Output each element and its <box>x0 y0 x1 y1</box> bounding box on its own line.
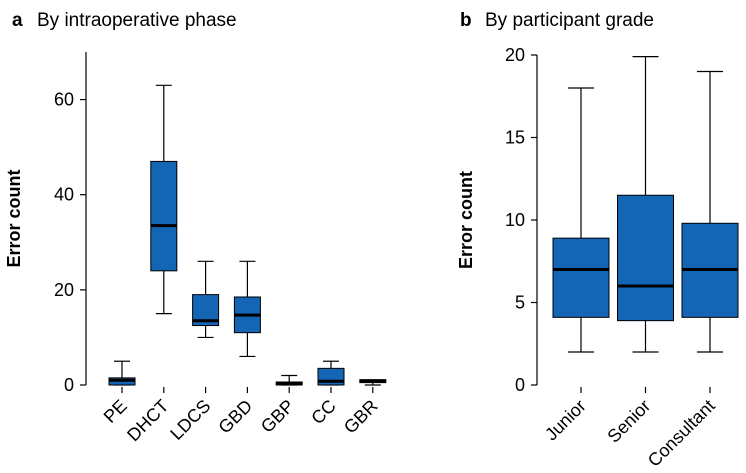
x-tick-label-dhct: DHCT <box>123 396 172 445</box>
x-tick-label-ldcs: LDCS <box>166 396 214 444</box>
panel-b-title: By participant grade <box>485 10 654 31</box>
y-tick-label: 0 <box>64 375 74 395</box>
y-tick-label: 15 <box>505 128 525 148</box>
y-tick-label: 60 <box>54 90 74 110</box>
y-tick-label: 0 <box>515 375 525 395</box>
x-tick-label-junior: Junior <box>541 396 590 445</box>
x-tick-label-gbd: GBD <box>214 396 256 438</box>
panel-a-title: By intraoperative phase <box>37 10 237 31</box>
panel-b-letter: b <box>460 10 472 31</box>
y-axis-title: Error count <box>4 169 24 267</box>
y-tick-label: 10 <box>505 210 525 230</box>
y-tick-label: 5 <box>515 293 525 313</box>
y-tick-label: 20 <box>54 280 74 300</box>
x-tick-label-consultant: Consultant <box>644 396 719 471</box>
panel-a-letter: a <box>12 10 23 31</box>
x-tick-label-cc: CC <box>307 396 340 429</box>
x-tick-label-gbp: GBP <box>257 396 298 437</box>
x-tick-label-gbr: GBR <box>340 396 382 438</box>
box-senior <box>617 194 674 322</box>
x-tick-label-senior: Senior <box>603 396 654 447</box>
y-axis-title: Error count <box>456 171 476 269</box>
panel-b-plot: 0 5 10 15 20 Error count Junior SeniorConsultan… <box>456 45 739 471</box>
box-junior <box>552 237 610 318</box>
y-tick-label: 20 <box>505 45 525 65</box>
x-tick-label-pe: PE <box>100 396 131 427</box>
box-dhct <box>150 160 178 272</box>
y-tick-label: 40 <box>54 185 74 205</box>
